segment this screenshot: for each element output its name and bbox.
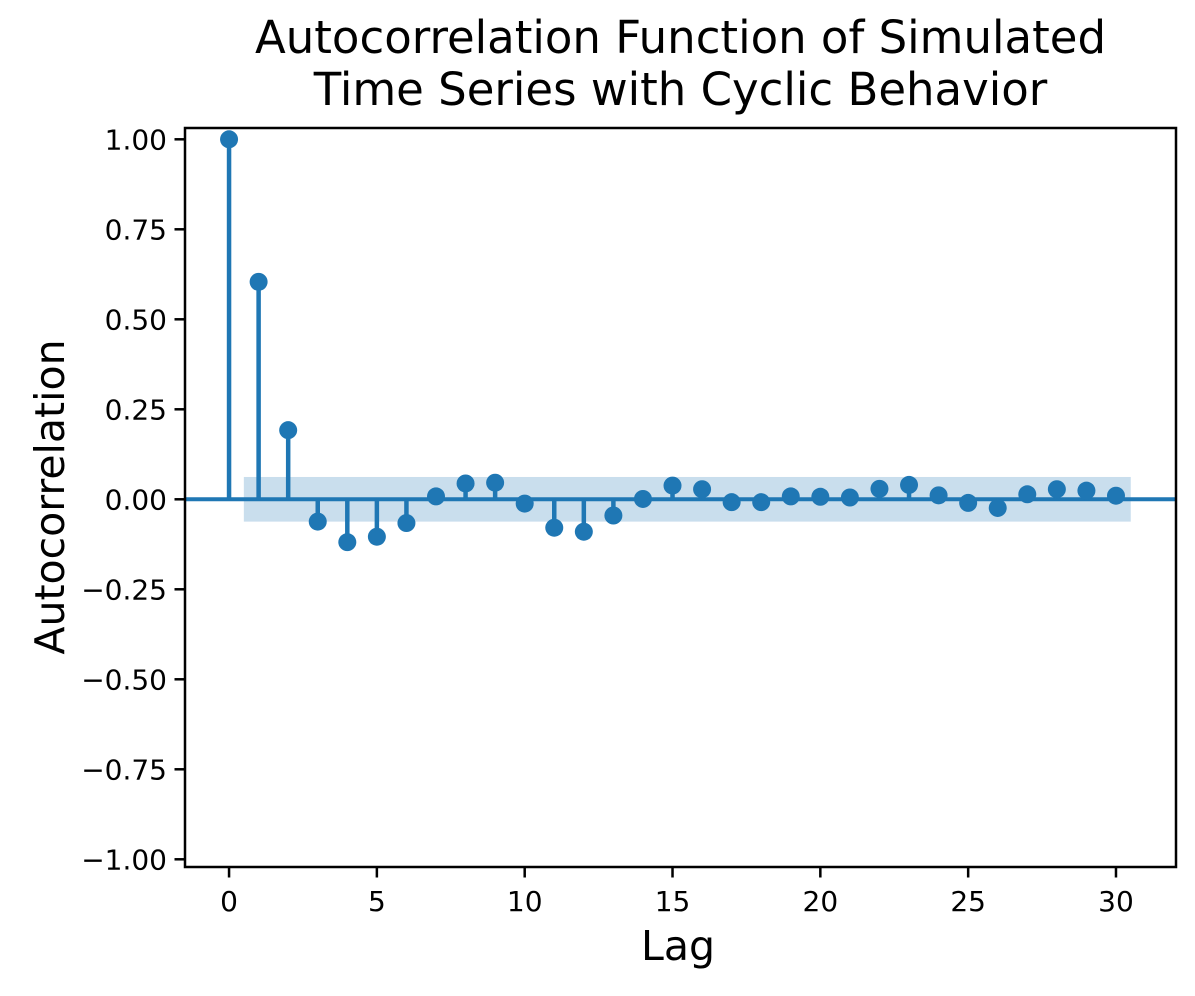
acf-marker [988,498,1007,517]
x-axis-label: Lag [641,922,715,970]
acf-marker [249,272,268,291]
acf-marker [752,493,771,512]
y-tick-label: 0.50 [105,303,167,336]
acf-marker [279,421,298,440]
acf-marker [486,473,505,492]
x-tick-label: 10 [507,885,543,918]
y-tick-label: 0.00 [105,483,167,516]
y-tick-label: −0.75 [81,753,167,786]
x-tick-label: 5 [368,885,386,918]
acf-marker [900,475,919,494]
acf-marker [397,514,416,533]
acf-marker [545,518,564,537]
acf-marker [722,493,741,512]
chart-title-line-2: Time Series with Cyclic Behavior [313,63,1048,116]
x-tick-label: 0 [220,885,238,918]
acf-marker [929,486,948,505]
x-tick-label: 30 [1098,885,1134,918]
acf-marker [604,506,623,525]
acf-marker [574,522,593,541]
acf-marker [840,488,859,507]
acf-marker [427,487,446,506]
x-tick-label: 25 [950,885,986,918]
y-tick-label: −0.50 [81,663,167,696]
chart-title-line-1: Autocorrelation Function of Simulated [254,11,1107,64]
acf-marker [515,494,534,513]
acf-marker [633,489,652,508]
acf-marker [367,527,386,546]
x-tick-label: 15 [655,885,691,918]
acf-marker [693,480,712,499]
acf-marker [220,130,239,149]
y-tick-label: 0.25 [105,393,167,426]
acf-marker [1106,486,1125,505]
axes-frame [183,126,1178,869]
acf-marker [1018,485,1037,504]
acf-marker [1047,480,1066,499]
acf-marker [456,474,475,493]
y-tick-label: −0.25 [81,573,167,606]
acf-marker [811,487,830,506]
chart-title: Autocorrelation Function of Simulated Ti… [185,12,1176,116]
x-tick-label: 20 [803,885,839,918]
acf-marker [781,487,800,506]
acf-marker [1077,481,1096,500]
acf-marker [663,476,682,495]
acf-marker [870,479,889,498]
y-tick-label: −1.00 [81,843,167,876]
acf-marker [338,533,357,552]
y-tick-label: 1.00 [105,123,167,156]
acf-marker [959,493,978,512]
y-tick-label: 0.75 [105,213,167,246]
acf-marker [308,512,327,531]
